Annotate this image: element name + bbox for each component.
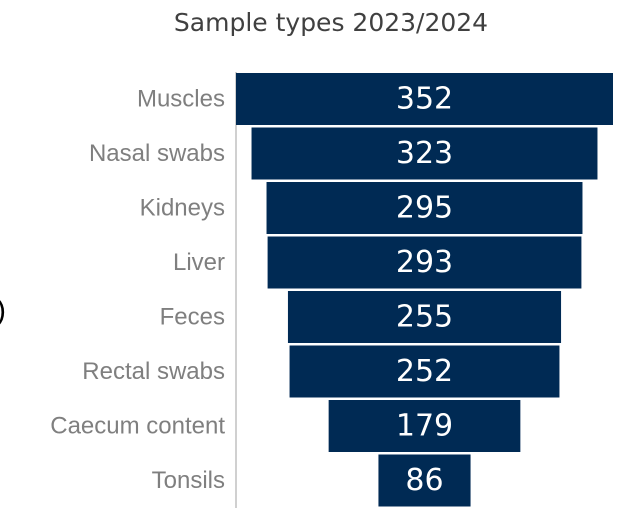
funnel-bar [287, 291, 562, 343]
funnel-bar [236, 73, 613, 125]
category-label: Nasal swabs [89, 140, 225, 167]
chart-title: Sample types 2023/2024 [174, 8, 488, 37]
funnel-bar [289, 345, 560, 398]
value-label: 323 [396, 136, 453, 171]
value-label: 295 [396, 191, 453, 226]
funnel-bar [251, 127, 598, 180]
funnel-bar [267, 236, 582, 289]
funnel-bar [328, 400, 521, 452]
funnel-bar [378, 454, 471, 507]
category-label: Liver [173, 249, 225, 276]
value-label: 86 [405, 463, 443, 498]
funnel-bar [266, 182, 583, 234]
category-label: Tonsils [152, 467, 225, 494]
category-label: Kidneys [140, 194, 225, 221]
value-label: 352 [396, 82, 453, 117]
category-label: Caecum content [50, 412, 225, 439]
category-label: Rectal swabs [82, 358, 225, 385]
value-label: 255 [396, 300, 453, 335]
category-label: Muscles [137, 85, 225, 112]
annotation: ) [0, 294, 6, 327]
value-label: 252 [396, 354, 453, 389]
value-label: 179 [396, 409, 453, 444]
category-label: Feces [160, 303, 225, 330]
value-label: 293 [396, 245, 453, 280]
